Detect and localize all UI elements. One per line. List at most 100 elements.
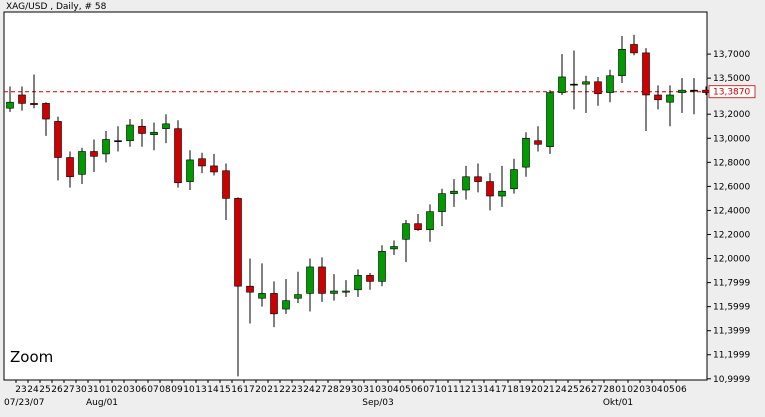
candle xyxy=(378,245,386,287)
candle-body xyxy=(522,137,530,168)
reference-value-label: 13,3870 xyxy=(713,88,750,98)
y-tick-label: 11,7999 xyxy=(713,279,750,289)
candle-body xyxy=(354,275,362,291)
candle-body xyxy=(138,125,146,134)
candle xyxy=(690,78,698,115)
candle-body xyxy=(342,290,350,293)
candle xyxy=(126,119,134,147)
candle xyxy=(486,173,494,211)
y-tick-label: 10,9999 xyxy=(713,375,750,385)
candle xyxy=(174,120,182,188)
chart-title: XAG/USD , Daily, # 58 xyxy=(6,2,107,12)
candle-body xyxy=(174,128,182,184)
candle-body xyxy=(318,266,326,294)
candle-body xyxy=(246,285,254,293)
candle-body xyxy=(66,157,74,178)
x-day-label: 26 xyxy=(579,385,591,395)
plot-area[interactable] xyxy=(3,11,708,381)
candle xyxy=(558,54,566,95)
x-day-label: 07 xyxy=(423,385,434,395)
x-day-label: 02 xyxy=(627,385,638,395)
x-day-label: 04 xyxy=(651,385,663,395)
candle-body xyxy=(678,89,686,93)
x-day-label: 01 xyxy=(615,385,626,395)
candle-body xyxy=(90,151,98,157)
candle-body xyxy=(606,75,614,93)
zoom-label[interactable]: Zoom xyxy=(10,348,53,366)
candle xyxy=(294,271,302,304)
candle xyxy=(438,188,446,227)
candle-body xyxy=(690,89,698,92)
candle xyxy=(630,34,638,56)
x-day-label: 06 xyxy=(135,385,147,395)
candle xyxy=(78,147,86,184)
candle xyxy=(6,86,14,112)
y-tick-label: 13,7000 xyxy=(713,50,750,60)
candle-body xyxy=(702,89,710,93)
x-day-label: 18 xyxy=(507,385,519,395)
x-month-label: Okt/01 xyxy=(603,398,633,408)
x-month-label: 07/23/07 xyxy=(4,398,44,408)
candle-body xyxy=(30,103,38,105)
x-day-label: 27 xyxy=(315,385,326,395)
candle-body xyxy=(126,124,134,141)
y-axis: 13,7000 13,5000 13,2000 13,0000 12,8000 12,60… xyxy=(707,50,756,385)
candle-body xyxy=(6,101,14,109)
x-day-label: 16 xyxy=(231,385,243,395)
candle xyxy=(390,240,398,255)
candle-body xyxy=(210,165,218,173)
x-day-label: 25 xyxy=(39,385,50,395)
candle xyxy=(582,75,590,114)
candle xyxy=(678,78,686,114)
x-day-label: 30 xyxy=(75,385,87,395)
x-month-label: Sep/03 xyxy=(362,398,393,408)
x-day-label: 13 xyxy=(195,385,206,395)
x-day-label: 31 xyxy=(87,385,98,395)
candle xyxy=(258,263,266,307)
x-day-label: 20 xyxy=(531,385,543,395)
candle xyxy=(150,122,158,151)
x-day-label: 03 xyxy=(639,385,650,395)
candle-body xyxy=(234,198,242,287)
candle-body xyxy=(438,193,446,212)
x-day-label: 24 xyxy=(555,385,567,395)
candle-body xyxy=(414,223,422,230)
x-day-label: 04 xyxy=(387,385,399,395)
x-day-label: 07 xyxy=(147,385,158,395)
candle-body xyxy=(258,293,266,299)
x-day-label: 05 xyxy=(399,385,410,395)
candle-body xyxy=(222,170,230,199)
y-tick-label: 13,5000 xyxy=(713,74,750,84)
candle-body xyxy=(18,94,26,104)
candle-body xyxy=(114,140,122,142)
candle-body xyxy=(378,251,386,282)
candles-group xyxy=(6,34,710,377)
candle-body xyxy=(102,139,110,155)
x-day-label: 24 xyxy=(27,385,39,395)
candle-body xyxy=(198,158,206,167)
x-day-label: 23 xyxy=(15,385,26,395)
y-tick-label: 13,2000 xyxy=(713,110,750,120)
x-day-label: 17 xyxy=(243,385,254,395)
x-day-label: 25 xyxy=(567,385,578,395)
candle xyxy=(642,48,650,132)
x-day-label: 06 xyxy=(675,385,687,395)
x-day-label: 02 xyxy=(111,385,122,395)
y-tick-label: 12,0000 xyxy=(713,255,750,265)
candle-body xyxy=(54,121,62,158)
x-day-label: 14 xyxy=(207,385,219,395)
candle xyxy=(66,151,74,188)
x-month-label: Aug/01 xyxy=(86,398,118,408)
candle xyxy=(618,36,626,83)
candle-body xyxy=(270,293,278,315)
x-day-label: 22 xyxy=(279,385,290,395)
x-day-label: 03 xyxy=(123,385,134,395)
y-tick-label: 12,2000 xyxy=(713,230,750,240)
candle xyxy=(138,119,146,147)
candle xyxy=(402,220,410,263)
candle-body xyxy=(570,83,578,86)
x-day-label: 28 xyxy=(603,385,615,395)
candle xyxy=(210,153,218,176)
candle xyxy=(270,281,278,328)
